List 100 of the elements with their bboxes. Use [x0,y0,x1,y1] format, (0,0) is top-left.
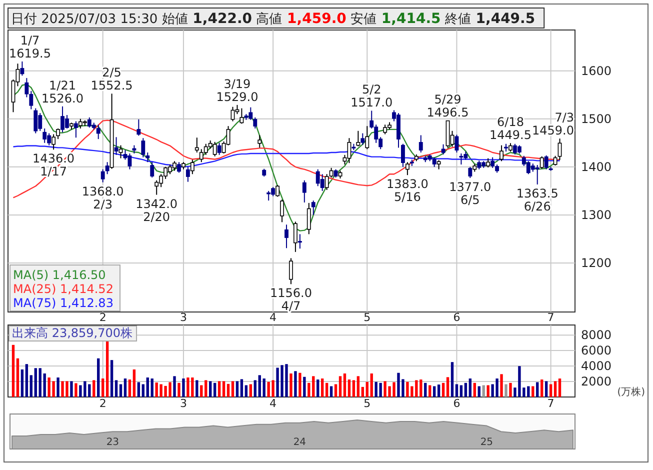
annotation: 1363.5 6/26 [516,186,558,214]
annotation: 1342.0 2/20 [136,196,178,224]
bar [343,373,346,397]
x-tick-label: 23 [106,437,120,448]
x-tick-label: 4 [270,397,277,410]
bar [34,368,37,397]
bar [455,384,458,397]
x-tick-label: 7 [547,397,554,410]
x-tick-label: 3 [180,397,187,410]
bar [182,378,185,397]
bar [312,376,315,397]
bar [124,378,127,397]
bar [137,382,140,397]
y-axis-title: (万株) [617,386,646,398]
bar [254,380,256,397]
bar [303,376,306,397]
bar [92,380,96,397]
bar [370,373,373,397]
bar [325,382,328,397]
annotation: 1368.0 2/3 [82,184,124,212]
y-tick-label: 8000 [581,328,612,342]
x-tick-label: 25 [480,437,494,448]
bar [509,382,512,397]
y-tick-label: 1300 [581,208,612,222]
bar [549,384,552,397]
bar [540,380,544,397]
bar [106,340,109,397]
annotation: 6/18 1449.5 [489,115,532,142]
bar [128,380,132,397]
bar [446,377,450,397]
bar [424,382,427,397]
bar [173,376,176,397]
y-tick-label: 1200 [581,256,612,270]
bar [432,386,436,397]
y-tick-label: 2000 [581,374,612,389]
annotation: 7/3 1459.0 [532,110,574,138]
bar [294,371,297,397]
y-tick-label: 4000 [581,359,612,374]
chart-title: 出来高 23,859,700株 [12,326,133,340]
x-tick-label: 2 [99,311,106,324]
bar [258,375,261,397]
bar [16,358,20,397]
y-tick-label: 1600 [581,64,612,78]
bar [308,382,310,397]
bar [132,369,136,397]
bar [56,377,60,397]
bar [442,382,445,397]
bar [38,368,42,397]
bar [114,380,118,397]
y-tick-label: 6000 [581,344,612,358]
bar [74,383,78,397]
text: MA(75) 1,412.83 [13,296,114,310]
x-tick-label: 5 [364,397,371,410]
bar [249,384,252,397]
bar [30,375,32,397]
bar [428,385,432,397]
bar [356,376,360,397]
bar [478,386,480,397]
bar [209,381,212,397]
x-tick-label: 6 [453,311,460,324]
bar [482,385,485,397]
bar [226,384,230,397]
bar [500,374,503,397]
bar [320,378,324,397]
bar [231,381,234,397]
annotation: 1377.0 6/5 [449,180,492,207]
bar [450,362,454,397]
bar [150,378,154,397]
x-tick-label: 4 [270,311,277,324]
text: MA(25) 1,414.52 [13,282,114,296]
bar [348,380,351,397]
bar [338,376,342,397]
bar [486,385,490,397]
annotation: 1/7 1619.5 [9,33,51,60]
bar [504,384,508,397]
bar [146,377,149,397]
bar [218,381,221,397]
bar [213,382,216,397]
bar [101,378,104,397]
bar [532,386,534,397]
x-tick-label: 24 [293,437,306,448]
bar [110,360,114,397]
bar [558,378,562,397]
bar [240,379,244,397]
bar [361,386,364,397]
bar [204,380,208,397]
bar [196,380,198,397]
bar [222,381,226,397]
x-tick-label: 7 [547,311,554,324]
bar [473,382,476,397]
x-tick-label: 3 [180,311,187,324]
bar [352,380,356,397]
bar [316,380,320,397]
annotation: 2/5 1552.5 [90,66,133,93]
y-tick-label: 1400 [581,160,612,174]
chart-title: 日付 2025/07/03 15:30 始値 1,422.0 高値 1,459.0 安値 1,414.5 終値 1,449.5 [11,11,536,27]
bar [464,382,468,397]
bar [460,385,463,397]
text: MA(5) 1,416.50 [13,268,106,282]
bar [119,384,122,397]
